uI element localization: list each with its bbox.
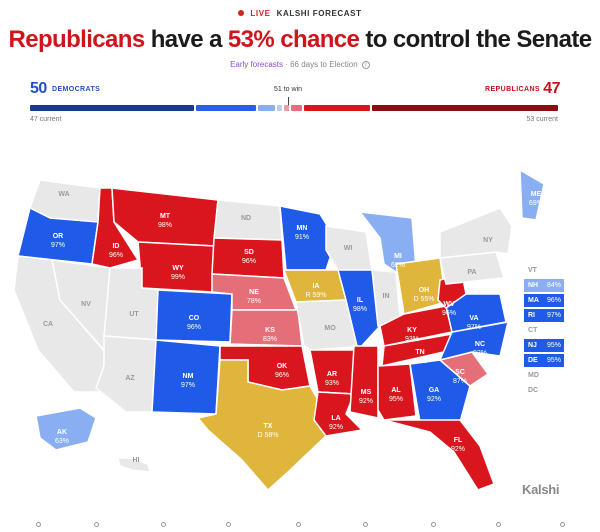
page-title: Republicans have a 53% chance to control… — [0, 26, 600, 54]
small-state-de[interactable]: DE 95% — [524, 354, 564, 367]
small-state-code: DC — [528, 387, 539, 394]
seat-bar-dem-safe — [30, 105, 195, 111]
tick-icon — [431, 522, 436, 527]
state-il[interactable] — [337, 269, 381, 352]
info-icon[interactable]: i — [361, 60, 370, 69]
small-state-ma[interactable]: MA 96% — [524, 294, 564, 307]
forecast-source: KALSHI FORECAST — [276, 9, 362, 18]
tick-icon — [94, 522, 99, 527]
live-indicator: LIVE KALSHI FORECAST — [0, 9, 600, 18]
bottom-ticks — [0, 522, 600, 532]
state-co[interactable] — [155, 289, 233, 343]
senate-map: WA OR 97% CA NV ID 96% MT 98% WY 99% UT AZ CO 96% NM 97%… — [0, 160, 600, 500]
small-state-ri[interactable]: RI 97% — [524, 309, 564, 322]
seat-bar-rep-lean — [291, 105, 303, 111]
early-forecasts-link[interactable]: Early forecasts — [230, 60, 283, 69]
state-wy[interactable] — [137, 241, 215, 293]
tick-icon — [363, 522, 368, 527]
dem-label: DEMOCRATS — [52, 86, 101, 93]
us-map-svg — [13, 168, 545, 492]
forecast-subline: Early forecasts · 66 days to Election i — [0, 60, 600, 69]
small-state-dc[interactable]: DC — [524, 384, 564, 397]
small-state-pct: 95% — [546, 342, 561, 349]
dem-seat-count: 50 — [30, 80, 47, 97]
seat-bar-dem-lean — [258, 105, 275, 111]
state-wi[interactable] — [325, 225, 373, 271]
seat-bar-tossup-rep — [284, 105, 290, 111]
live-dot-icon — [238, 9, 245, 16]
tick-icon — [560, 522, 565, 527]
state-ms[interactable] — [349, 345, 379, 419]
state-az[interactable] — [95, 335, 159, 413]
state-oh[interactable] — [395, 257, 447, 315]
state-me[interactable] — [519, 168, 545, 221]
state-ia[interactable] — [282, 269, 347, 303]
state-tx[interactable] — [196, 359, 331, 492]
small-state-code: NH — [528, 282, 539, 289]
to-win-label: 51 to win — [274, 86, 303, 93]
small-state-vt[interactable]: VT — [524, 264, 564, 277]
tick-icon — [226, 522, 231, 527]
state-nm[interactable] — [151, 339, 221, 415]
days-to-election: · 66 days to Election — [282, 60, 360, 69]
small-state-code: VT — [528, 267, 537, 274]
seat-bar-rep-safe — [372, 105, 558, 111]
rep-label: REPUBLICANS — [485, 86, 540, 93]
rep-current: 53 current — [526, 116, 558, 123]
state-hi[interactable] — [117, 457, 151, 473]
small-state-pct: 95% — [546, 357, 561, 364]
headline-post: to control the Senate — [359, 26, 592, 53]
state-nd[interactable] — [213, 199, 283, 241]
state-ks[interactable] — [229, 309, 303, 347]
small-state-code: RI — [528, 312, 535, 319]
kalshi-logo: Kalshi — [522, 482, 560, 497]
tick-icon — [161, 522, 166, 527]
small-state-ct[interactable]: CT — [524, 324, 564, 337]
small-state-pct: 97% — [546, 312, 561, 319]
small-state-pct: 96% — [546, 297, 561, 304]
seat-bar-dem-likely — [196, 105, 257, 111]
state-al[interactable] — [377, 363, 417, 421]
state-ak[interactable] — [35, 407, 97, 451]
headline-chance: 53% chance — [227, 26, 360, 53]
to-win-marker — [288, 97, 289, 111]
tick-icon — [296, 522, 301, 527]
state-ny[interactable] — [439, 207, 513, 259]
small-state-pct: 84% — [546, 282, 561, 289]
headline-mid: have a — [144, 26, 228, 53]
small-state-code: MA — [528, 297, 539, 304]
state-ar[interactable] — [309, 349, 357, 395]
seat-bar — [30, 105, 558, 111]
seat-bar-tossup-dem — [276, 105, 283, 111]
small-state-code: NJ — [528, 342, 537, 349]
small-state-code: CT — [528, 327, 538, 334]
headline-party: Republicans — [8, 26, 146, 53]
state-ga[interactable] — [409, 359, 471, 423]
tick-icon — [496, 522, 501, 527]
tick-icon — [36, 522, 41, 527]
small-state-code: MD — [528, 372, 539, 379]
small-state-code: DE — [528, 357, 538, 364]
small-state-md[interactable]: MD — [524, 369, 564, 382]
small-state-nh[interactable]: NH 84% — [524, 279, 564, 292]
dem-current: 47 current — [30, 116, 62, 123]
live-label: LIVE — [250, 9, 271, 18]
small-state-nj[interactable]: NJ 95% — [524, 339, 564, 352]
rep-seat-count: 47 — [543, 80, 560, 97]
state-mt[interactable] — [111, 187, 219, 247]
state-fl[interactable] — [383, 419, 495, 491]
state-sd[interactable] — [211, 237, 285, 279]
seat-bar-rep-likely — [304, 105, 370, 111]
